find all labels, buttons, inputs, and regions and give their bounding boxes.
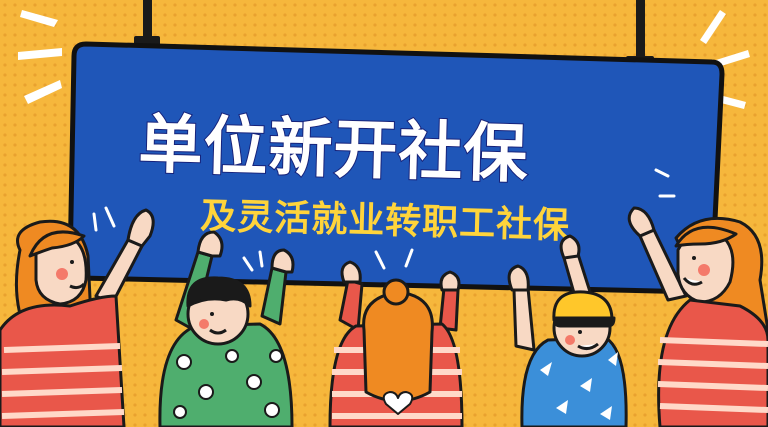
- character-girl-back: [328, 260, 464, 427]
- character-boy-green: [158, 230, 295, 427]
- board-accent-lines: [92, 168, 676, 272]
- character-woman-right: [627, 206, 768, 427]
- character-boy-cap: [507, 234, 628, 427]
- sparkle-left-icon: [18, 10, 62, 104]
- character-woman-left: [0, 208, 155, 427]
- banner-subtitle: 及灵活就业转职工社保: [200, 196, 571, 247]
- banner-title: 单位新开社保: [138, 108, 530, 192]
